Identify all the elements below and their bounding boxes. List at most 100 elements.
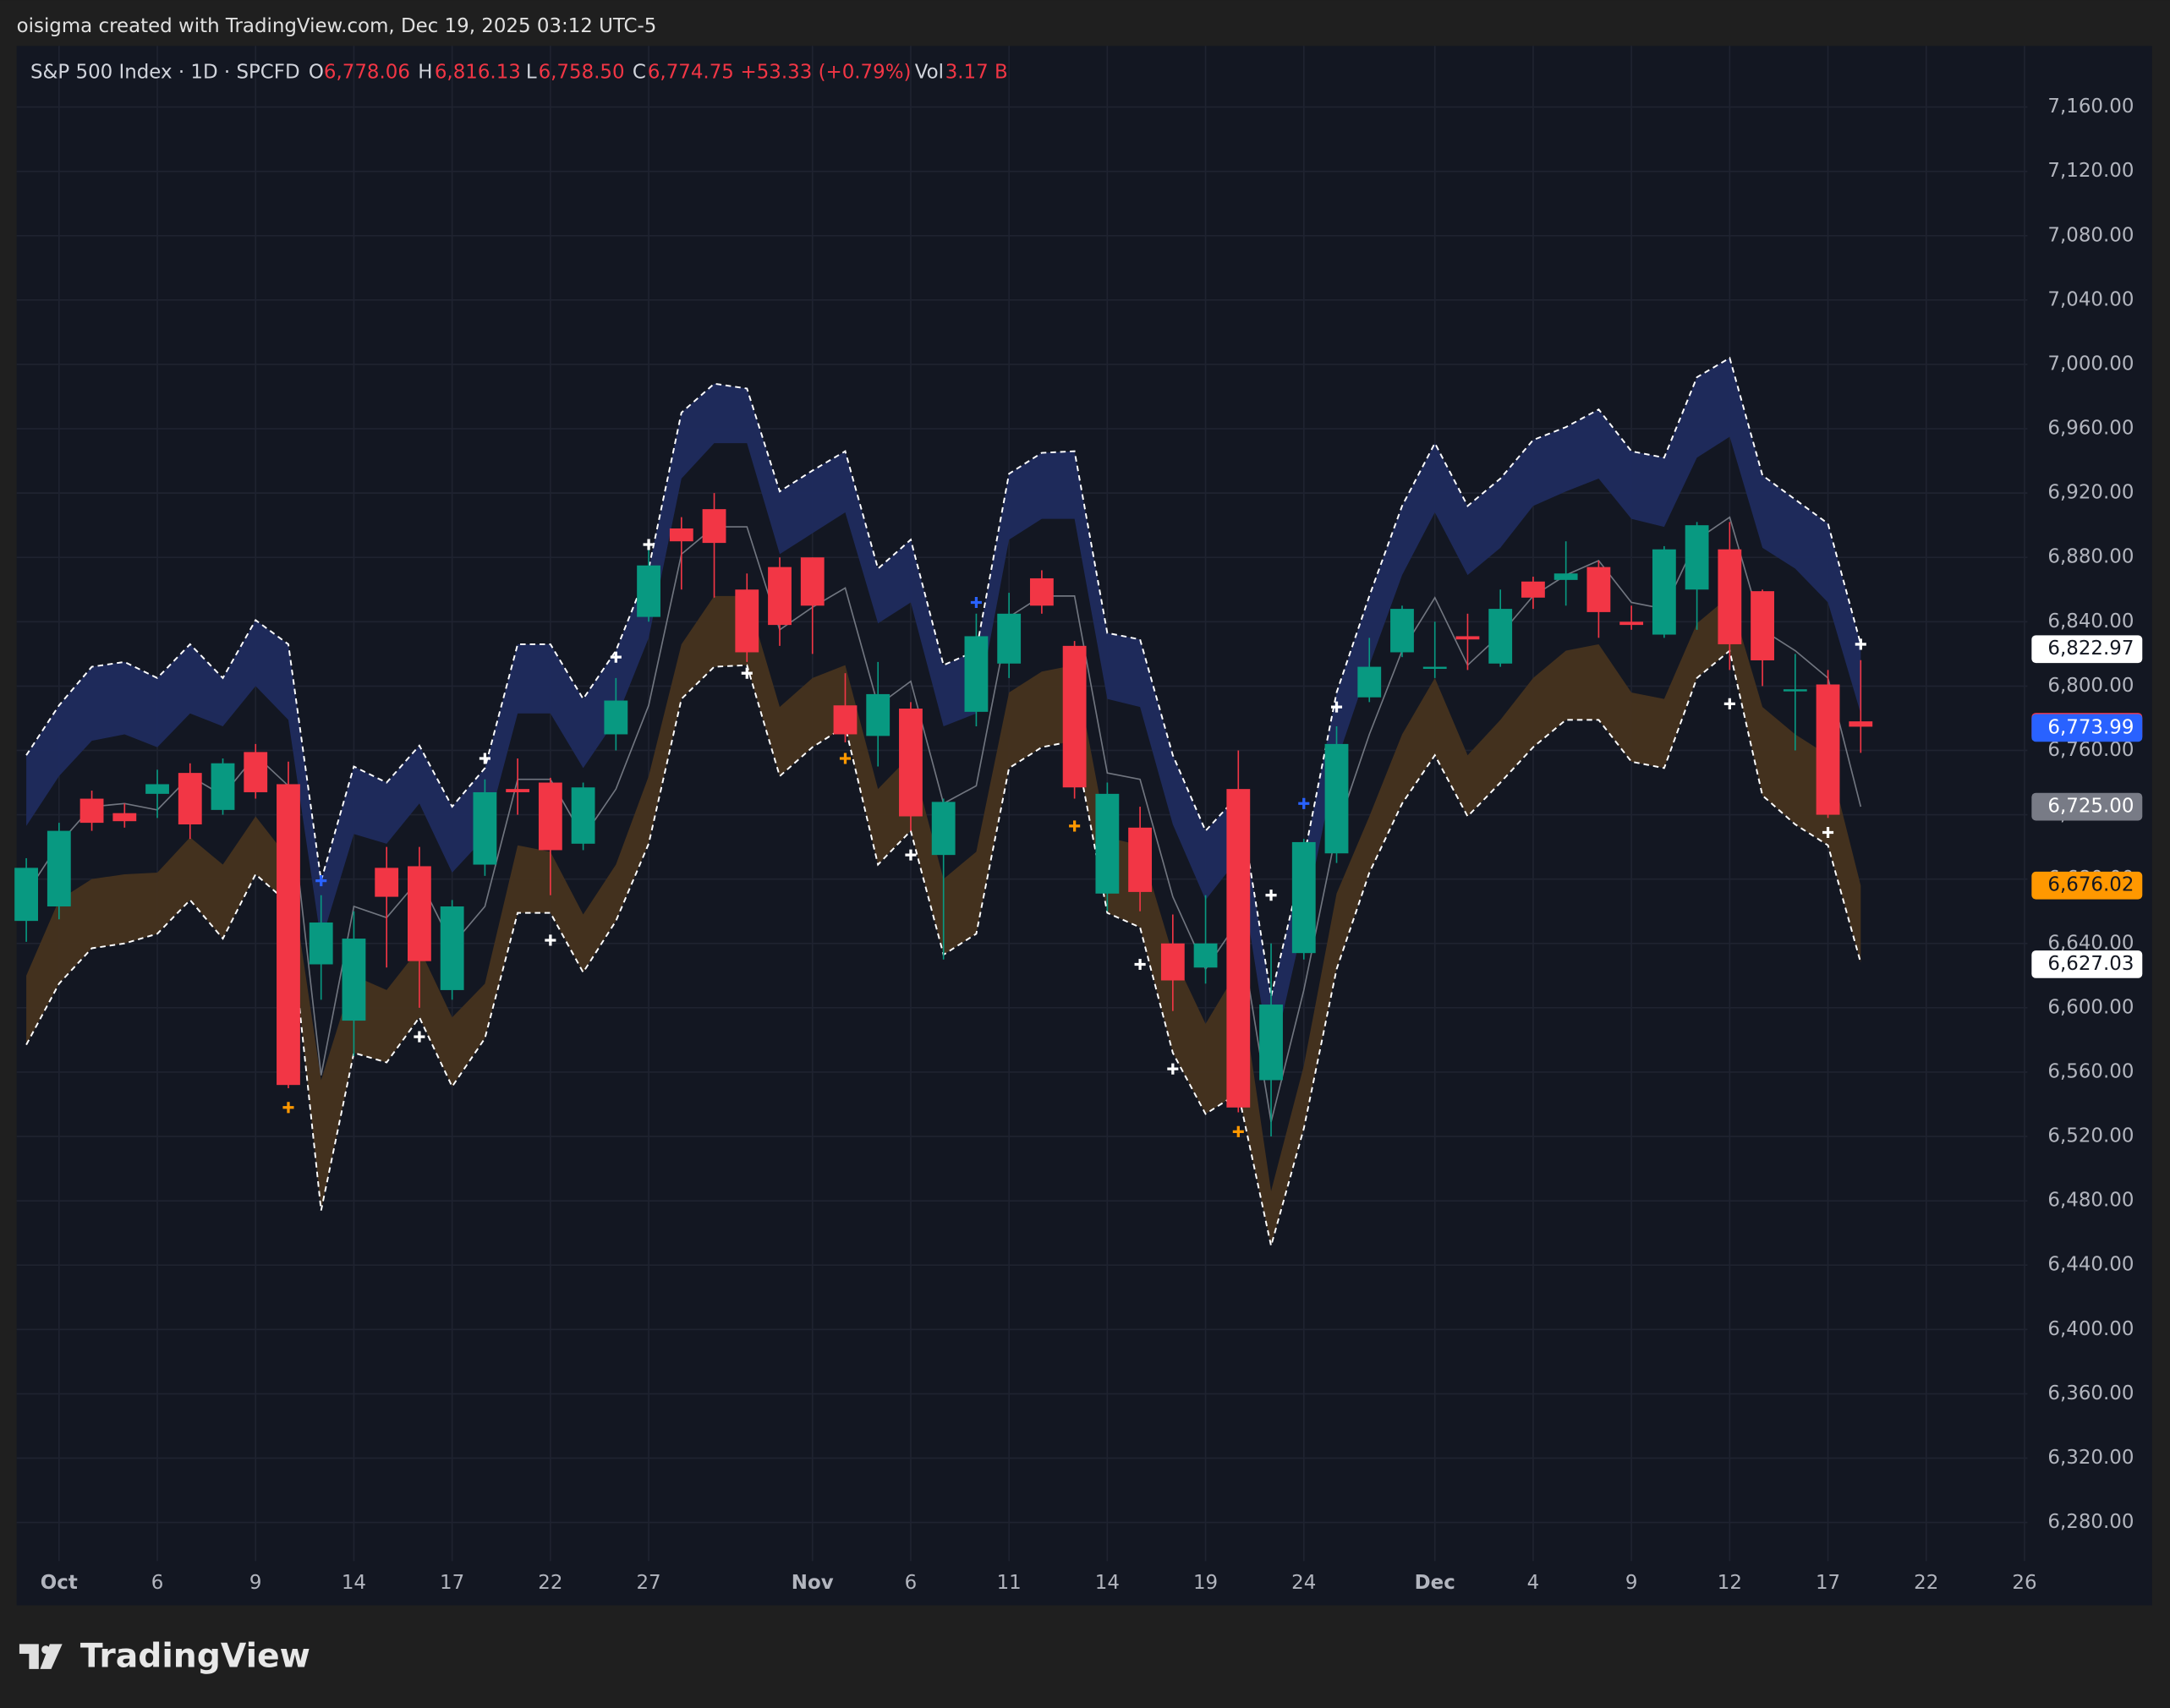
candle-body (408, 866, 431, 961)
legend-key: O (309, 61, 324, 83)
y-tick-label: 6,480.00 (2047, 1190, 2134, 1212)
x-tick-label: Dec (1415, 1572, 1455, 1594)
candle-body (1193, 943, 1218, 968)
candle-body (1029, 578, 1054, 606)
candle-body (1586, 567, 1611, 612)
price-label: 6,773.99 (2047, 716, 2134, 738)
legend-value: 6,816.13 (435, 61, 521, 83)
candle-body (1095, 793, 1120, 894)
candle-body (277, 784, 300, 1086)
signal-marker (1298, 797, 1310, 809)
signal-marker (545, 934, 556, 946)
candle-body (211, 763, 235, 810)
signal-marker (1265, 890, 1277, 901)
x-tick-label: 12 (1718, 1572, 1742, 1594)
y-tick-label: 6,600.00 (2047, 996, 2134, 1018)
signal-marker (1134, 958, 1146, 971)
candle-body (1324, 743, 1349, 854)
candle-body (1062, 645, 1087, 788)
candle-body (1554, 573, 1578, 580)
candle-body (112, 813, 137, 822)
y-tick-label: 6,320.00 (2047, 1447, 2134, 1469)
price-label: 6,725.00 (2047, 796, 2134, 818)
price-label-box (2031, 950, 2143, 978)
signal-marker (741, 667, 753, 679)
grid (16, 46, 2028, 1562)
candle-body (244, 752, 268, 792)
x-tick-label: 6 (151, 1572, 164, 1594)
candle-body (833, 705, 858, 735)
candle-body (473, 791, 497, 865)
y-tick-label: 7,120.00 (2047, 160, 2134, 182)
x-tick-label: 9 (249, 1572, 262, 1594)
signal-marker (1232, 1125, 1244, 1137)
candle-body (79, 798, 104, 824)
y-tick-label: 6,800.00 (2047, 675, 2134, 697)
candle-body (1521, 581, 1545, 598)
signal-marker (610, 651, 622, 663)
legend-key: Vol (915, 61, 944, 83)
legend-value: 6,778.06 (324, 61, 410, 83)
x-tick-label: 26 (2012, 1572, 2036, 1594)
y-tick-label: 7,000.00 (2047, 353, 2134, 375)
signal-marker (643, 539, 655, 550)
chart-title: S&P 500 Index · 1D · SPCFD (30, 61, 300, 83)
x-tick-label: 22 (538, 1572, 562, 1594)
logo-dot (41, 1645, 50, 1654)
x-tick-label: 14 (1095, 1572, 1120, 1594)
candle-body (375, 868, 399, 897)
x-tick-label: 11 (997, 1572, 1022, 1594)
candle-body (800, 557, 825, 606)
candle-body (1718, 549, 1742, 644)
x-tick-label: Nov (792, 1572, 834, 1594)
signal-marker (1723, 698, 1735, 709)
candle-body (1751, 591, 1774, 660)
signal-marker (1167, 1063, 1179, 1075)
y-tick-label: 6,440.00 (2047, 1254, 2134, 1276)
candle-body (571, 787, 595, 844)
legend-key: L (526, 61, 537, 83)
x-tick-label: 19 (1193, 1572, 1218, 1594)
logo-mark (19, 1644, 63, 1669)
price-label-box (2031, 635, 2143, 664)
candle-body (1422, 666, 1447, 670)
price-label-box (2031, 714, 2143, 742)
candle-body (1226, 789, 1251, 1108)
legend-value: 6,774.75 (648, 61, 734, 83)
candle-body (506, 789, 530, 792)
band (26, 358, 1861, 1066)
signal-marker (1330, 701, 1343, 713)
candle-body (1619, 621, 1644, 626)
y-tick-label: 6,520.00 (2047, 1125, 2134, 1147)
x-tick-label: 24 (1291, 1572, 1316, 1594)
y-tick-label: 6,280.00 (2047, 1511, 2134, 1533)
signal-marker (315, 875, 327, 887)
candle-body (669, 528, 693, 542)
x-tick-label: 22 (1914, 1572, 1938, 1594)
y-tick-label: 7,080.00 (2047, 224, 2134, 246)
y-tick-label: 6,920.00 (2047, 482, 2134, 504)
legend-value: 6,758.50 (539, 61, 625, 83)
signal-marker (1822, 826, 1834, 839)
candle-body (538, 782, 562, 851)
price-label: 6,822.97 (2047, 638, 2134, 660)
y-tick-label: 6,840.00 (2047, 610, 2134, 632)
y-tick-label: 6,960.00 (2047, 418, 2134, 440)
legend: S&P 500 Index · 1D · SPCFD O 6,778.06 H … (30, 61, 1008, 83)
x-tick-label: 6 (905, 1572, 918, 1594)
legend-change: +53.33 (+0.79%) (741, 61, 912, 83)
price-label: 6,627.03 (2047, 953, 2134, 975)
candle-body (1849, 721, 1873, 727)
legend-key: C (633, 61, 646, 83)
brand-logo (19, 1644, 63, 1669)
candle-body (309, 922, 333, 965)
x-tick-label: 27 (636, 1572, 660, 1594)
signal-marker (970, 596, 982, 609)
candle-body (1652, 549, 1676, 635)
candle-body (702, 509, 726, 544)
candle-body (14, 868, 39, 922)
candle-body (931, 802, 956, 856)
candle-body (866, 693, 890, 736)
